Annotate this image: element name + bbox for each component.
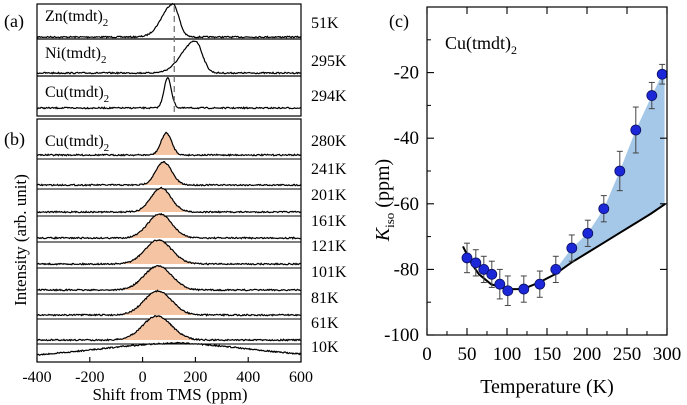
panel-b-frame	[36, 118, 302, 363]
panel-c-data-point	[486, 268, 498, 280]
panel-b-xtick-label: 600	[289, 369, 313, 386]
panel-b-temperature: 241K	[311, 161, 347, 178]
panel-a-trace	[36, 76, 302, 110]
panel-a-trace	[36, 40, 301, 75]
panel-b-fill	[121, 239, 195, 264]
panel-c: 0 50 100 150 200 250 300 -100 -80 -60 -40 -20	[384, 7, 681, 365]
panel-c-title-main: Cu(tmdt)	[445, 33, 511, 54]
panel-b-fill	[120, 265, 197, 290]
panel-a-trace-label-sub: 2	[101, 54, 107, 66]
panel-b-temperature: 81K	[311, 290, 339, 307]
panel-c-ylabel: Kiso (ppm)	[372, 159, 397, 242]
panel-c-xlabel: Temperature (K)	[480, 376, 614, 398]
panel-a-temperature: 294K	[311, 88, 347, 105]
panel-c-xtick-label: 250	[613, 344, 642, 365]
panel-b-fill	[133, 187, 190, 212]
panel-b-temperature: 280K	[311, 133, 347, 150]
panel-b-xtick-label: -400	[22, 369, 51, 386]
panel-a-trace	[36, 2, 302, 39]
panel-c-xtick-label: 200	[573, 344, 602, 365]
panel-c-data-point	[582, 227, 594, 239]
panel-b-spectrum	[36, 314, 301, 342]
panel-c-data-point	[461, 252, 473, 264]
panel-a-trace-label-sub: 2	[104, 93, 110, 105]
panel-a-temperature: 51K	[311, 15, 339, 32]
panel-b-title-sub: 2	[104, 142, 110, 154]
panel-c-ytick-label: -20	[394, 63, 419, 84]
panel-c-ytick-label: -40	[394, 128, 419, 149]
panel-c-xtick-label: 300	[653, 344, 682, 365]
panel-b-title: Cu(tmdt)2	[45, 133, 109, 154]
panel-c-title-sub: 2	[511, 43, 517, 57]
panel-b-spectrum	[36, 186, 302, 214]
panel-b-fill	[117, 315, 197, 340]
panel-b-xlabel: Shift from TMS (ppm)	[92, 385, 247, 404]
panel-b-temperature: 101K	[311, 264, 347, 281]
panel-c-xtick-label: 150	[533, 344, 562, 365]
panel-c-data-point	[518, 283, 530, 295]
panel-b-spectrum	[37, 341, 302, 357]
panel-a-temperature: 295K	[311, 53, 347, 70]
panel-c-data-point	[646, 90, 658, 101]
panel-b-xtick-label: 200	[183, 369, 207, 386]
panel-b-xtick-label: 400	[236, 369, 260, 386]
panel-b-temperature: 161K	[311, 213, 347, 230]
panel-b: Cu(tmdt)2 280K 241K 201K 161K 121K 101K 81K 61K 1…	[22, 131, 347, 386]
panel-a-trace-label-main: Ni(tmdt)	[45, 45, 101, 62]
panel-b-fill	[120, 290, 197, 315]
panel-b-title-main: Cu(tmdt)	[45, 133, 104, 150]
panel-c-data-point	[566, 242, 578, 254]
panel-b-spectrum	[37, 289, 302, 317]
panel-b-temperature: 201K	[311, 187, 347, 204]
panel-c-ytick-label: -100	[384, 325, 419, 346]
panel-a-trace-label: Cu(tmdt)2	[45, 84, 109, 105]
panel-b-xtick-label: 0	[139, 369, 147, 386]
panel-c-data-point	[614, 165, 626, 177]
panel-label-c: (c)	[389, 11, 409, 32]
panel-c-data-point	[656, 68, 668, 80]
panel-b-spectrum	[36, 131, 302, 157]
panel-b-spectrum	[36, 212, 301, 240]
panel-c-ylabel-k: K	[372, 226, 394, 242]
panel-c-frame	[426, 6, 668, 336]
panel-c-xtick-label: 0	[422, 344, 432, 365]
panel-b-fill	[142, 161, 186, 185]
panel-b-xtick-label: -200	[75, 369, 104, 386]
panel-label-a: (a)	[4, 11, 24, 32]
panel-b-ylabel: Intensity (arb. unit)	[11, 174, 30, 306]
panel-c-data-point	[630, 124, 642, 136]
panel-b-spectrum	[36, 264, 301, 292]
panel-c-xtick-label: 100	[493, 344, 522, 365]
panel-a-trace-label: Zn(tmdt)2	[45, 8, 108, 29]
panel-a-frame	[36, 3, 302, 117]
panel-c-data-point	[502, 285, 514, 297]
panel-a-trace-label: Ni(tmdt)2	[45, 45, 107, 66]
panel-b-temperature: 10K	[311, 339, 339, 356]
panel-a-trace-label-main: Zn(tmdt)	[45, 8, 103, 25]
panel-b-spectrum	[36, 160, 302, 187]
panel-b-fill	[127, 213, 193, 238]
panel-c-xtick-label: 50	[458, 344, 477, 365]
panel-a-trace-label-sub: 2	[103, 17, 109, 29]
panel-c-data-point	[470, 257, 482, 269]
panel-c-data-point	[598, 203, 610, 215]
panel-c-ylabel-sub: iso	[382, 213, 397, 228]
panel-label-b: (b)	[4, 129, 25, 150]
panel-c-data-point	[494, 278, 506, 290]
panel-c-data-point	[478, 263, 490, 275]
panel-b-spectrum	[36, 239, 302, 266]
panel-c-ytick-label: -80	[394, 259, 419, 280]
panel-a-trace-label-main: Cu(tmdt)	[45, 84, 104, 101]
panel-c-ylabel-unit: (ppm)	[372, 159, 394, 213]
panel-c-title: Cu(tmdt)2	[445, 33, 517, 57]
panel-c-ytick-label: -60	[394, 194, 419, 215]
panel-b-temperature: 61K	[311, 315, 339, 332]
panel-c-data-point	[534, 278, 546, 290]
panel-b-fill	[151, 132, 181, 155]
panel-c-data-point	[550, 263, 562, 275]
panel-b-temperature: 121K	[311, 238, 347, 255]
